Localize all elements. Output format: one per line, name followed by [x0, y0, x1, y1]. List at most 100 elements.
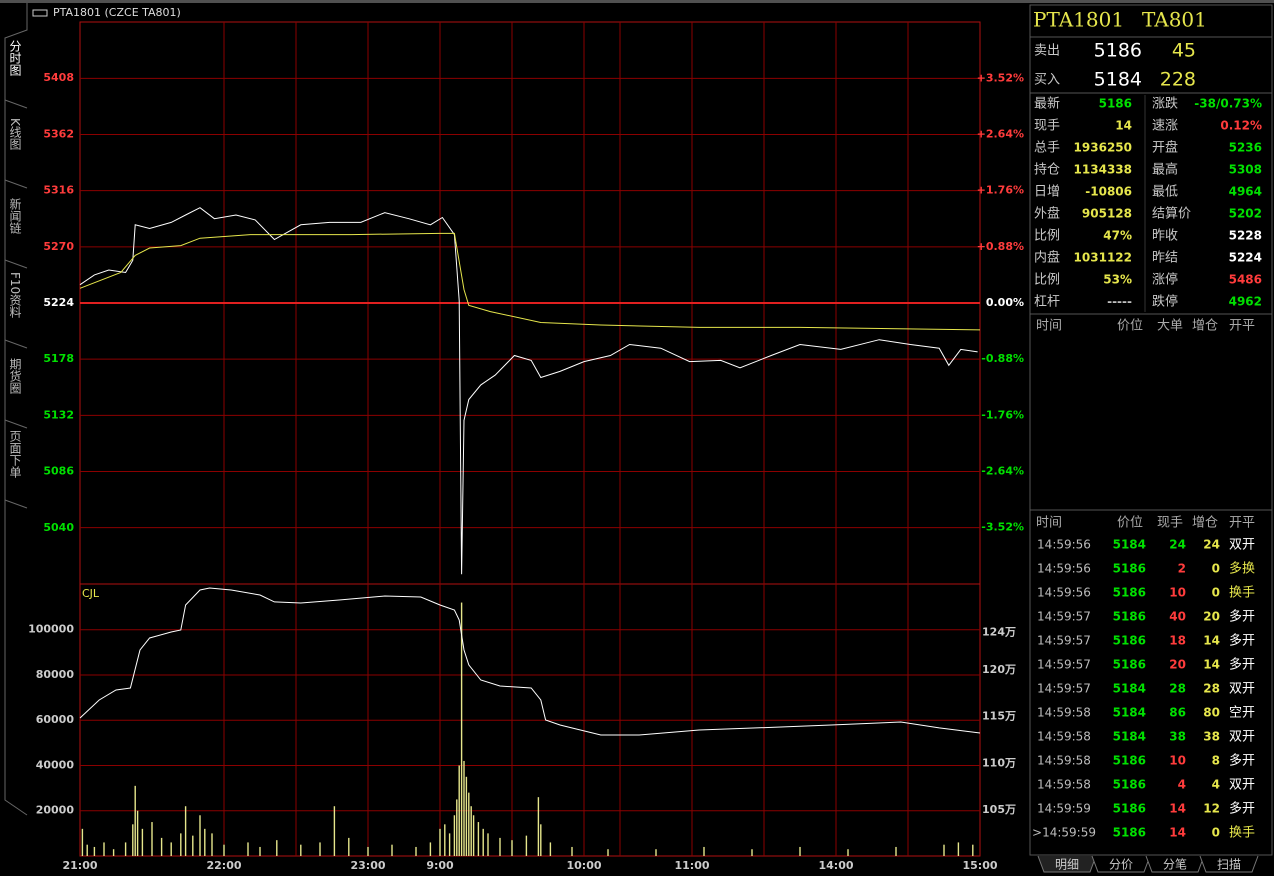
y2-tick-label: 124万 — [982, 626, 1016, 639]
trade-time: 14:59:56 — [1037, 562, 1091, 576]
stat-value: 53% — [1103, 273, 1132, 287]
bottom-tab[interactable]: 分笔 — [1163, 857, 1187, 872]
stat-value: 5236 — [1229, 141, 1262, 155]
stat-label: 杠杆 — [1034, 294, 1060, 310]
trade-type: 多开 — [1229, 657, 1255, 673]
trade-time: 14:59:56 — [1037, 538, 1091, 552]
stat-value: 1936250 — [1074, 141, 1132, 155]
y2-tick-label: 105万 — [982, 803, 1016, 816]
trade-price: 5184 — [1113, 682, 1146, 696]
trade-price: 5186 — [1113, 754, 1146, 768]
trade-price: 5186 — [1113, 586, 1146, 600]
trade-type: 双开 — [1229, 778, 1255, 793]
volume-bar — [799, 846, 801, 856]
trade-price: 5186 — [1113, 658, 1146, 672]
x-tick-label: 22:00 — [206, 859, 241, 872]
y2-tick-label: +3.52% — [977, 71, 1024, 84]
bottom-tab-shape[interactable] — [1199, 855, 1259, 873]
volume-bar — [367, 846, 369, 856]
volume-bar — [571, 846, 573, 856]
volume-bar — [211, 833, 213, 856]
table-header: 增仓 — [1192, 516, 1218, 531]
trade-price: 5186 — [1113, 826, 1146, 840]
y-tick-label: 40000 — [36, 758, 75, 771]
trade-type: 换手 — [1229, 826, 1255, 841]
price-line — [79, 207, 978, 575]
y-tick-label: 60000 — [36, 713, 75, 726]
stat-value: 5224 — [1229, 251, 1262, 265]
y-tick-label: 5408 — [43, 71, 74, 84]
side-tab[interactable]: F10资料 — [8, 272, 22, 318]
trade-volume: 10 — [1169, 754, 1186, 768]
volume-bar — [223, 844, 225, 856]
volume-bar — [943, 844, 945, 856]
side-tab[interactable]: 期货圈 — [8, 358, 22, 395]
trade-oi: 14 — [1203, 634, 1220, 648]
side-tab[interactable]: 页面下单 — [8, 430, 22, 479]
trade-time: 14:59:58 — [1037, 778, 1091, 792]
y2-tick-label: -3.52% — [981, 521, 1024, 534]
volume-bar — [482, 828, 484, 856]
bottom-tab[interactable]: 明细 — [1055, 858, 1079, 872]
volume-bar — [180, 833, 182, 856]
volume-bar — [540, 824, 542, 856]
table-header: 大单 — [1157, 319, 1183, 334]
volume-bar — [429, 842, 432, 856]
average-line — [79, 232, 981, 331]
bottom-tab-shape[interactable] — [1145, 855, 1205, 873]
trade-oi: 38 — [1203, 730, 1220, 744]
top-bar — [0, 0, 1274, 3]
volume-label: CJL — [82, 587, 100, 600]
volume-bar — [549, 842, 552, 856]
volume-bar — [499, 837, 501, 856]
stat-label: 比例 — [1034, 273, 1060, 288]
volume-bar — [477, 822, 480, 856]
side-tab[interactable]: K线图 — [8, 118, 22, 150]
table-header: 价位 — [1117, 319, 1143, 334]
bottom-tab[interactable]: 扫描 — [1217, 858, 1241, 872]
side-tab[interactable]: 新闻链 — [8, 197, 22, 234]
tab-dividers — [4, 99, 28, 509]
trade-price: 5184 — [1113, 730, 1146, 744]
stat-label: 持仓 — [1034, 163, 1060, 178]
trade-oi: 14 — [1203, 658, 1220, 672]
volume-bar — [444, 824, 446, 856]
y2-tick-label: 0.00% — [986, 296, 1024, 309]
trade-volume: 86 — [1169, 706, 1186, 720]
y-tick-label: 5270 — [43, 240, 74, 253]
y2-tick-label: 115万 — [982, 710, 1016, 723]
table-header: 开平 — [1229, 516, 1255, 531]
stat-label: 总手 — [1034, 141, 1060, 156]
volume-bar — [259, 846, 261, 856]
y-tick-label: 5086 — [43, 465, 74, 478]
stat-label: 昨结 — [1152, 251, 1178, 266]
volume-bar — [957, 842, 960, 856]
volume-bar — [276, 840, 278, 856]
link-icon — [32, 9, 48, 17]
volume-bar — [134, 785, 136, 856]
stat-value: 1134338 — [1074, 163, 1132, 177]
stat-label: 最高 — [1152, 162, 1178, 178]
bottom-tab-shape[interactable] — [1037, 855, 1097, 873]
tab-strip-border — [4, 3, 28, 816]
trade-price: 5186 — [1113, 634, 1146, 648]
side-tab[interactable]: 分时图 — [8, 40, 22, 76]
bottom-tab[interactable]: 分价 — [1109, 858, 1133, 872]
trade-time: >14:59:59 — [1032, 826, 1096, 840]
stat-value: 4964 — [1229, 185, 1262, 199]
trade-type: 空开 — [1229, 706, 1255, 721]
y2-tick-label: +1.76% — [977, 184, 1024, 197]
table-header: 时间 — [1036, 516, 1062, 531]
trade-time: 14:59:58 — [1037, 730, 1091, 744]
bid-label: 买入 — [1034, 73, 1060, 88]
bottom-tab-shape[interactable] — [1091, 855, 1151, 873]
table-header: 时间 — [1036, 319, 1062, 334]
bid-price: 5184 — [1094, 69, 1142, 91]
trade-volume: 28 — [1169, 682, 1186, 696]
trade-volume: 40 — [1169, 610, 1186, 624]
stat-label: 开盘 — [1152, 140, 1178, 156]
trade-time: 14:59:57 — [1037, 682, 1091, 696]
trade-type: 多开 — [1229, 753, 1255, 769]
trade-volume: 38 — [1169, 730, 1186, 744]
